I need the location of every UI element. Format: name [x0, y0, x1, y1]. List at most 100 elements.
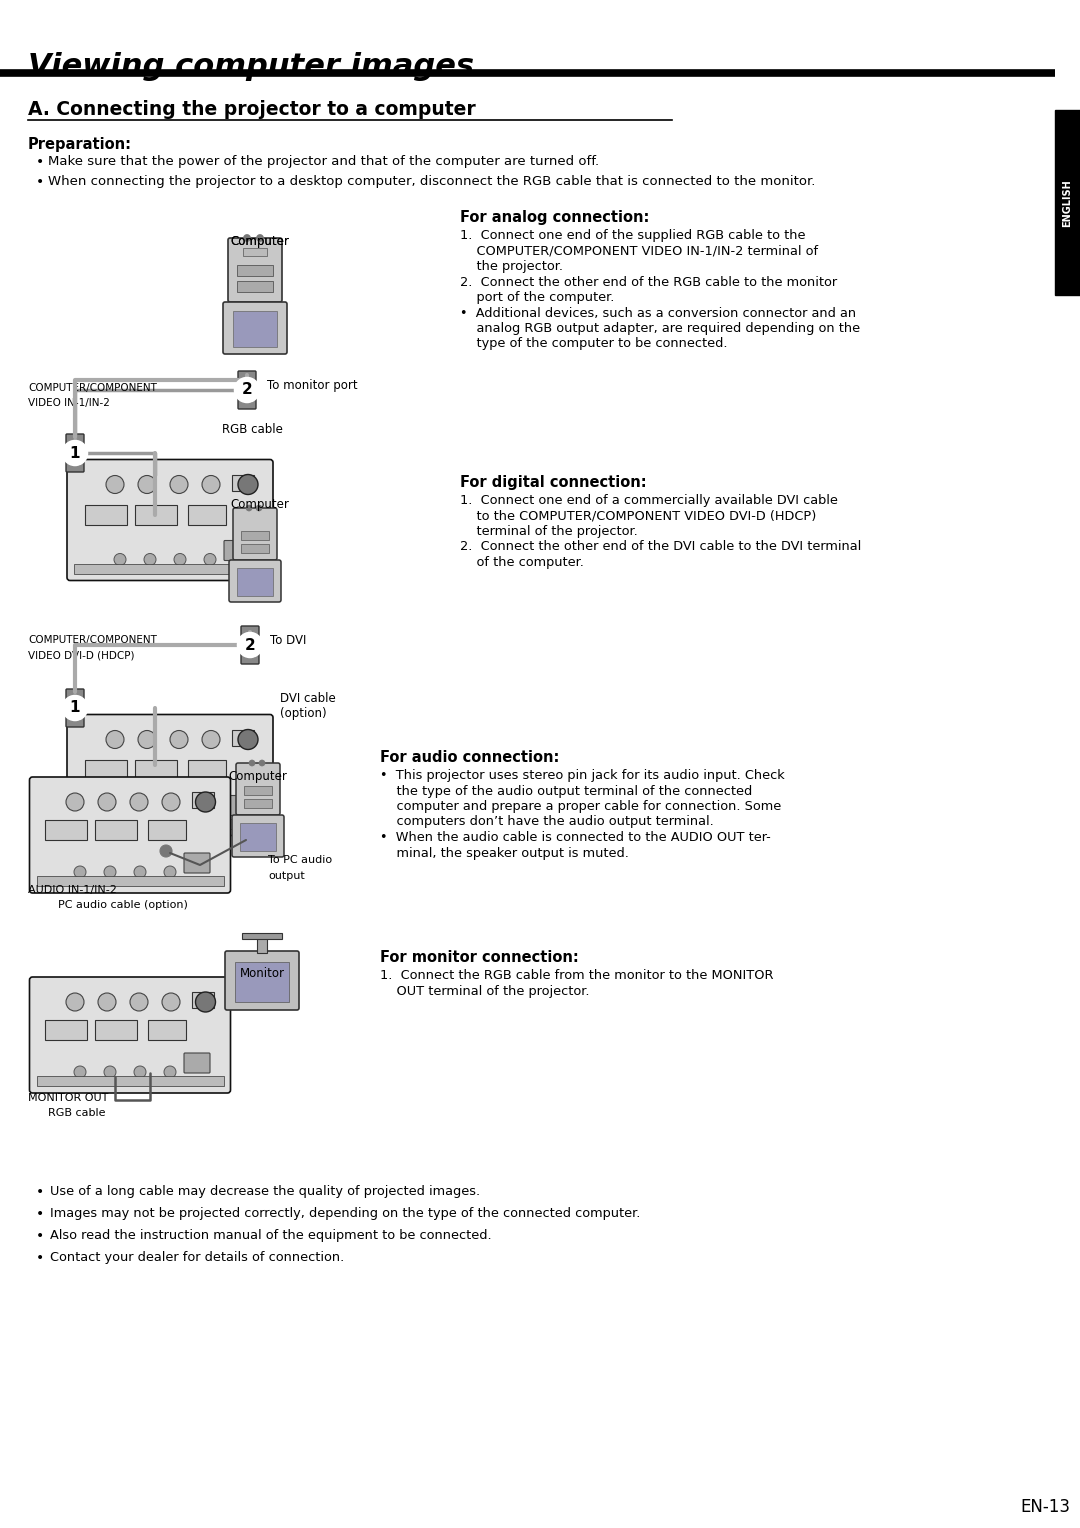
Circle shape: [195, 992, 216, 1012]
Text: When connecting the projector to a desktop computer, disconnect the RGB cable th: When connecting the projector to a deskt…: [48, 176, 815, 188]
Circle shape: [204, 808, 216, 821]
Bar: [192, 792, 214, 808]
Circle shape: [138, 475, 156, 494]
Text: •: •: [36, 1186, 44, 1199]
Text: 1.  Connect the RGB cable from the monitor to the MONITOR: 1. Connect the RGB cable from the monito…: [380, 969, 773, 983]
FancyBboxPatch shape: [237, 762, 280, 814]
Bar: [1055, 110, 1080, 295]
Bar: [242, 934, 282, 940]
Bar: [148, 1021, 186, 1041]
Circle shape: [238, 475, 258, 495]
Text: To DVI: To DVI: [270, 634, 307, 648]
Bar: [75, 564, 266, 573]
Text: DVI cable: DVI cable: [280, 692, 336, 704]
Bar: [188, 759, 226, 779]
Text: Preparation:: Preparation:: [28, 138, 132, 151]
Circle shape: [257, 234, 264, 241]
Bar: [232, 475, 254, 490]
Text: Contact your dealer for details of connection.: Contact your dealer for details of conne…: [50, 1251, 345, 1264]
Text: RGB cable: RGB cable: [221, 423, 283, 435]
Circle shape: [106, 730, 124, 749]
Bar: [241, 544, 269, 553]
Text: 2.  Connect the other end of the RGB cable to the monitor: 2. Connect the other end of the RGB cabl…: [460, 275, 837, 289]
Text: For digital connection:: For digital connection:: [460, 475, 647, 490]
Circle shape: [259, 759, 265, 766]
Text: 2: 2: [242, 382, 253, 397]
Circle shape: [160, 845, 172, 857]
Text: For audio connection:: For audio connection:: [380, 750, 559, 766]
Circle shape: [174, 553, 186, 565]
Text: Computer: Computer: [229, 770, 287, 782]
FancyBboxPatch shape: [224, 541, 249, 561]
Circle shape: [130, 793, 148, 811]
Text: VIDEO DVI-D (HDCP): VIDEO DVI-D (HDCP): [28, 649, 135, 660]
Bar: [85, 759, 127, 779]
Circle shape: [164, 866, 176, 879]
Text: the projector.: the projector.: [460, 260, 563, 274]
Circle shape: [238, 729, 258, 750]
Bar: [237, 568, 273, 596]
Text: ENGLISH: ENGLISH: [1063, 179, 1072, 226]
Bar: [45, 1021, 87, 1041]
FancyBboxPatch shape: [233, 507, 276, 559]
Bar: [135, 759, 177, 779]
Text: A. Connecting the projector to a computer: A. Connecting the projector to a compute…: [28, 99, 476, 119]
Bar: [243, 248, 267, 257]
Text: For analog connection:: For analog connection:: [460, 209, 649, 225]
Bar: [244, 799, 272, 808]
Bar: [71, 695, 79, 720]
Bar: [237, 264, 273, 277]
FancyBboxPatch shape: [184, 853, 210, 872]
Circle shape: [235, 377, 259, 402]
Text: COMPUTER/COMPONENT VIDEO IN-1/IN-2 terminal of: COMPUTER/COMPONENT VIDEO IN-1/IN-2 termi…: [460, 244, 819, 258]
Text: OUT terminal of the projector.: OUT terminal of the projector.: [380, 984, 590, 998]
FancyBboxPatch shape: [225, 950, 299, 1010]
Circle shape: [138, 730, 156, 749]
Text: minal, the speaker output is muted.: minal, the speaker output is muted.: [380, 847, 629, 859]
Text: To PC audio: To PC audio: [268, 856, 333, 865]
Text: Images may not be projected correctly, depending on the type of the connected co: Images may not be projected correctly, d…: [50, 1207, 640, 1219]
Bar: [148, 821, 186, 840]
Bar: [235, 963, 289, 1002]
Text: to the COMPUTER/COMPONENT VIDEO DVI-D (HDCP): to the COMPUTER/COMPONENT VIDEO DVI-D (H…: [460, 509, 816, 523]
FancyBboxPatch shape: [29, 778, 230, 892]
Text: port of the computer.: port of the computer.: [460, 290, 615, 304]
Text: Also read the instruction manual of the equipment to be connected.: Also read the instruction manual of the …: [50, 1229, 491, 1242]
Bar: [192, 992, 214, 1008]
Text: computers don’t have the audio output terminal.: computers don’t have the audio output te…: [380, 816, 714, 828]
Text: PC audio cable (option): PC audio cable (option): [58, 900, 188, 911]
Text: COMPUTER/COMPONENT: COMPUTER/COMPONENT: [28, 636, 157, 645]
Text: For monitor connection:: For monitor connection:: [380, 950, 579, 966]
Text: •: •: [36, 1207, 44, 1221]
Circle shape: [164, 1067, 176, 1077]
Circle shape: [114, 808, 126, 821]
Circle shape: [134, 866, 146, 879]
Bar: [237, 281, 273, 292]
Bar: [240, 824, 276, 851]
Text: Computer: Computer: [230, 235, 289, 248]
FancyBboxPatch shape: [66, 434, 84, 472]
Text: Monitor: Monitor: [240, 967, 284, 979]
Text: MONITOR OUT: MONITOR OUT: [28, 1093, 108, 1103]
Text: Computer: Computer: [230, 498, 289, 510]
Text: computer and prepare a proper cable for connection. Some: computer and prepare a proper cable for …: [380, 801, 781, 813]
Text: output: output: [268, 871, 305, 882]
Bar: [71, 442, 79, 465]
Text: the type of the audio output terminal of the connected: the type of the audio output terminal of…: [380, 784, 753, 798]
Circle shape: [174, 808, 186, 821]
Circle shape: [66, 993, 84, 1012]
Circle shape: [75, 1067, 86, 1077]
Text: COMPUTER/COMPONENT: COMPUTER/COMPONENT: [28, 384, 157, 393]
Circle shape: [204, 553, 216, 565]
FancyBboxPatch shape: [67, 460, 273, 581]
Circle shape: [238, 633, 262, 657]
Text: 2: 2: [245, 637, 255, 652]
Text: terminal of the projector.: terminal of the projector.: [460, 526, 638, 538]
Text: Computer: Computer: [230, 235, 289, 248]
Bar: [243, 377, 251, 402]
Text: (option): (option): [280, 707, 326, 720]
Bar: [246, 633, 254, 657]
FancyBboxPatch shape: [222, 303, 287, 354]
Text: RGB cable: RGB cable: [48, 1108, 106, 1118]
Circle shape: [63, 442, 87, 465]
